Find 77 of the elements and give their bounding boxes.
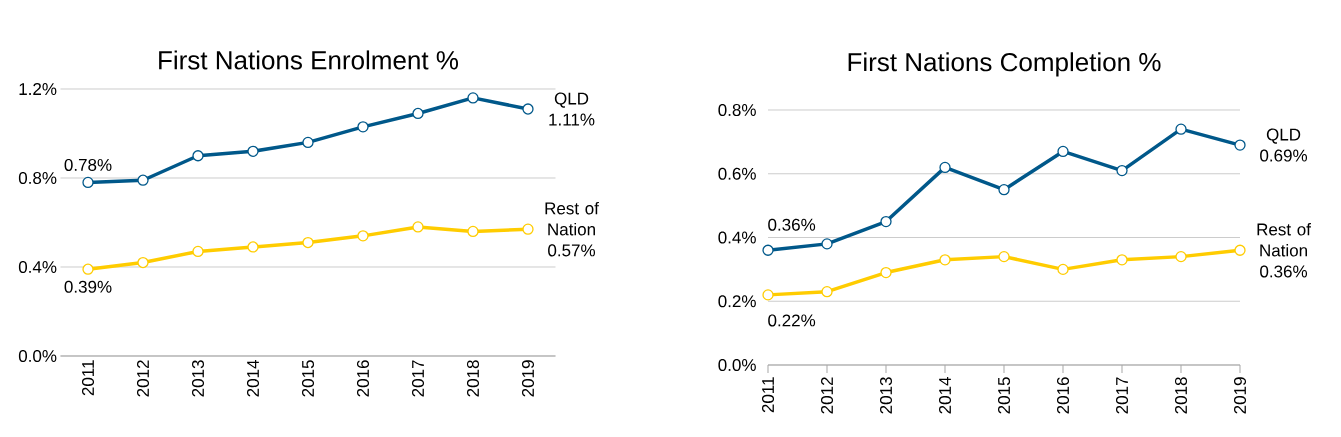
data-label: 0.39% [64,280,112,293]
x-tick-label: 2019 [521,360,535,397]
x-tick-label: 2015 [997,377,1011,414]
data-label: 0.36% [1260,265,1308,278]
x-tick-label: 2011 [761,377,775,413]
y-tick-label: 0.4% [718,231,756,244]
series-label: Rest of Nation [545,201,599,236]
point [998,184,1010,196]
data-label: 0.78% [64,158,112,171]
point [1175,250,1187,263]
y-tick-label: 0.6% [718,167,756,180]
point [82,263,94,275]
chart-title: First Nations Completion % [848,52,1161,77]
x-tick-label: 2018 [1174,377,1188,414]
point [82,176,94,189]
x-tick-label: 2017 [1115,377,1129,414]
point [247,145,259,157]
x-tick-label: 2019 [1233,377,1247,414]
data-label: 0.36% [768,218,816,231]
point [1116,254,1128,266]
data-label: 1.11% [549,113,595,126]
point [522,223,534,235]
x-tick-label: 2012 [136,360,150,397]
series-label: QLD [1266,128,1301,144]
point [998,250,1010,263]
point [247,241,259,253]
point [1234,244,1246,256]
point [412,107,424,120]
x-tick-label: 2016 [356,360,370,397]
point [1116,164,1128,177]
data-label: 0.57% [548,244,596,257]
y-tick-label: 0.2% [718,295,756,308]
point [821,286,833,298]
y-tick-label: 0.0% [718,358,756,372]
point [302,136,314,149]
x-tick-label: 2013 [879,377,893,414]
point [1057,145,1069,158]
y-tick-label: 0.8% [718,103,756,117]
point [137,174,149,186]
point [192,150,204,162]
point [357,121,369,133]
point [357,230,369,242]
x-tick-label: 2017 [411,360,425,397]
y-tick-label: 1.2% [19,83,57,95]
data-label: 0.22% [768,314,816,327]
y-tick-label: 0.8% [18,171,57,185]
point [192,245,204,258]
point [467,225,479,238]
point [1234,139,1246,151]
data-label: 0.69% [1260,149,1308,162]
chart-title: First Nations Enrolment % [159,50,459,70]
point [1057,263,1069,276]
point [522,103,534,115]
point [762,244,774,256]
y-tick-label: 0.4% [18,260,57,274]
point [302,236,314,249]
point [880,215,892,228]
point [412,221,424,233]
x-tick-label: 2018 [466,360,480,397]
point [137,256,149,269]
point [467,92,479,104]
series-label: Rest of Nation [1257,223,1311,257]
point [821,238,833,250]
x-tick-label: 2013 [191,360,205,397]
x-tick-label: 2015 [301,360,315,397]
series-label: QLD [554,92,589,108]
x-tick-label: 2014 [938,377,952,414]
point [880,266,892,279]
point [939,254,951,266]
y-tick-label: 0.0% [18,349,57,363]
point [762,289,774,301]
x-tick-label: 2011 [81,360,95,396]
x-tick-label: 2012 [820,377,834,414]
point [1175,123,1187,135]
point [939,161,951,174]
x-tick-label: 2014 [246,360,260,397]
x-tick-label: 2016 [1056,377,1070,414]
